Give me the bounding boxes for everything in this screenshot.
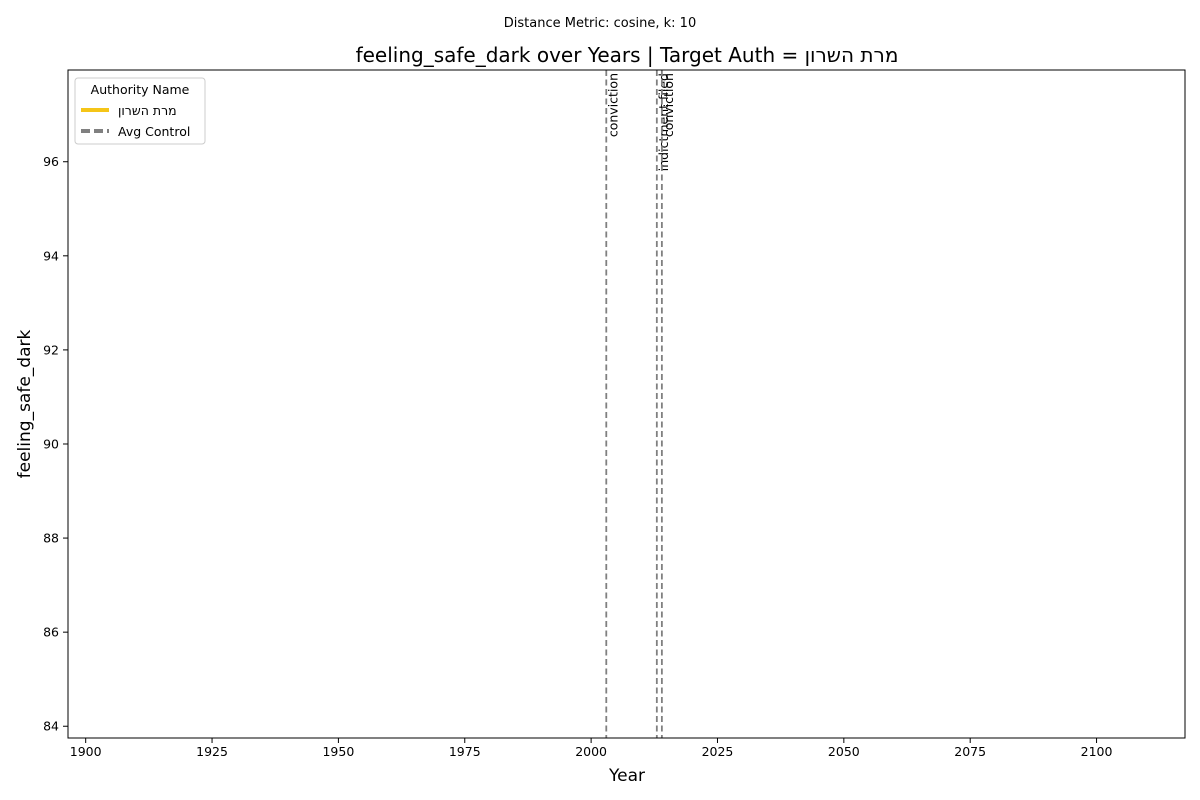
x-tick-label: 1900 (70, 744, 102, 759)
x-tick-label: 1950 (322, 744, 354, 759)
event-label: conviction (605, 73, 620, 137)
y-tick-label: 86 (43, 625, 59, 640)
x-tick-label: 2000 (575, 744, 607, 759)
plot-area-frame (67, 69, 1186, 739)
legend: Authority Name מרת השרון Avg Control (74, 77, 206, 145)
y-axis-label: feeling_safe_dark (15, 330, 35, 479)
chart-title: feeling_safe_dark over Years | Target Au… (356, 43, 899, 67)
legend-label-control: Avg Control (118, 124, 190, 139)
x-tick-label: 2100 (1081, 744, 1113, 759)
event-label: conviction (661, 73, 676, 137)
chart-suptitle: Distance Metric: cosine, k: 10 (504, 16, 696, 31)
x-tick-label: 2050 (828, 744, 860, 759)
event-label: indictment filed (656, 73, 671, 171)
legend-title: Authority Name (91, 82, 190, 97)
y-tick-label: 90 (43, 436, 59, 451)
y-tick-label: 94 (43, 248, 59, 263)
x-tick-label: 1925 (196, 744, 228, 759)
x-tick-label: 2025 (702, 744, 734, 759)
x-tick-label: 1975 (449, 744, 481, 759)
y-tick-label: 92 (43, 342, 59, 357)
x-axis-label: Year (608, 766, 645, 786)
y-tick-label: 84 (43, 719, 59, 734)
x-axis: 1900 1925 1950 1975 2000 2025 2050 2075 2100 (70, 738, 1113, 759)
y-axis: 84 86 88 90 92 94 96 (43, 154, 68, 734)
y-tick-label: 88 (43, 531, 59, 546)
legend-label-target: מרת השרון (118, 103, 177, 118)
y-tick-label: 96 (43, 154, 59, 169)
x-tick-label: 2075 (954, 744, 986, 759)
legend-box (74, 77, 206, 145)
